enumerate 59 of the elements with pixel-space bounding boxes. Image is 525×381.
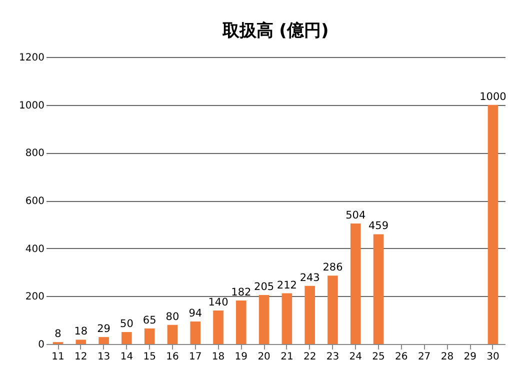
x-tick-label: 23 — [326, 352, 340, 362]
data-label: 8 — [54, 328, 62, 340]
data-label: 504 — [346, 209, 366, 222]
data-label: 212 — [276, 279, 297, 292]
data-label: 29 — [97, 323, 110, 336]
x-tick-label: 29 — [464, 352, 476, 362]
x-tick-label: 24 — [349, 352, 362, 362]
bar — [304, 286, 315, 344]
data-label: 182 — [231, 286, 252, 298]
data-label: 18 — [74, 326, 88, 338]
x-tick-label: 17 — [189, 352, 202, 362]
x-tick-label: 22 — [303, 352, 316, 362]
bar — [236, 300, 246, 344]
x-tick-label: 21 — [280, 352, 294, 362]
chart-title: 取扱高 (億円) — [221, 21, 329, 41]
bar — [122, 332, 132, 344]
x-tick-label: 18 — [212, 352, 225, 362]
bar — [76, 340, 86, 344]
x-tick-label: 15 — [143, 352, 156, 362]
bar — [167, 324, 178, 344]
y-tick-label: 1000 — [19, 100, 44, 112]
data-label: 65 — [142, 314, 156, 326]
x-tick-label: 26 — [395, 352, 408, 362]
x-tick-label: 25 — [372, 352, 385, 362]
data-label: 205 — [254, 280, 274, 293]
data-label: 94 — [188, 308, 202, 320]
bar — [213, 310, 224, 344]
x-tick-label: 19 — [234, 352, 248, 362]
y-tick-label: 1200 — [19, 52, 44, 64]
y-tick-label: 400 — [25, 244, 44, 255]
bar — [144, 328, 155, 344]
data-label: 140 — [208, 296, 228, 309]
data-label: 80 — [166, 310, 180, 323]
bar — [98, 337, 109, 344]
bar — [282, 293, 292, 344]
data-label: 50 — [120, 318, 134, 330]
x-tick-label: 30 — [486, 352, 500, 362]
x-tick-label: 20 — [258, 352, 270, 362]
x-tick-label: 13 — [97, 352, 110, 362]
bar — [488, 104, 498, 344]
y-tick-label: 200 — [25, 292, 44, 303]
data-label: 243 — [300, 272, 320, 284]
data-label: 459 — [368, 220, 389, 232]
x-tick-label: 27 — [418, 352, 431, 362]
bar — [350, 223, 361, 344]
x-tick-label: 16 — [166, 352, 179, 362]
bar — [328, 276, 338, 344]
x-tick-label: 12 — [74, 352, 88, 362]
x-tick-label: 28 — [440, 352, 454, 362]
x-tick-label: 11 — [52, 352, 64, 362]
bar — [190, 322, 201, 344]
bar — [258, 294, 270, 344]
y-tick-label: 0 — [38, 340, 44, 350]
data-label: 1000 — [480, 90, 506, 103]
x-tick-label: 14 — [120, 352, 134, 362]
data-label: 286 — [322, 262, 344, 274]
y-tick-label: 800 — [25, 148, 44, 160]
bar — [373, 234, 384, 344]
y-tick-label: 600 — [25, 196, 44, 207]
